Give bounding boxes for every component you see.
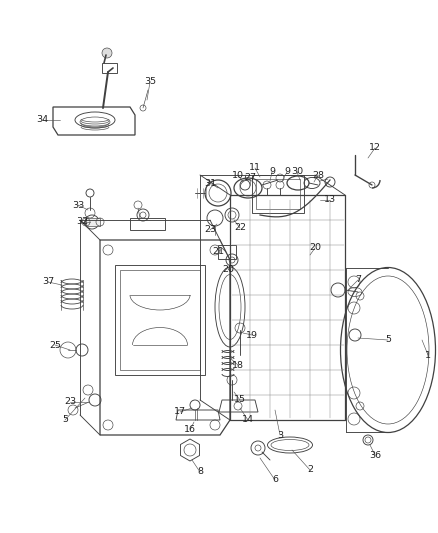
Text: 20: 20 <box>222 265 234 274</box>
Text: 8: 8 <box>197 467 203 477</box>
Text: 5: 5 <box>62 416 68 424</box>
Text: 23: 23 <box>204 225 216 235</box>
Text: 9: 9 <box>284 167 290 176</box>
Text: 10: 10 <box>232 171 244 180</box>
Text: 13: 13 <box>324 196 336 205</box>
Text: 11: 11 <box>249 164 261 173</box>
Bar <box>102 63 117 73</box>
Text: 36: 36 <box>369 450 381 459</box>
Text: 37: 37 <box>42 278 54 287</box>
Text: 25: 25 <box>49 341 61 350</box>
Text: 23: 23 <box>64 398 76 407</box>
Bar <box>252 175 304 213</box>
Bar <box>218 245 236 259</box>
Text: 30: 30 <box>291 167 303 176</box>
Circle shape <box>102 48 112 58</box>
Text: 22: 22 <box>234 223 246 232</box>
Text: 35: 35 <box>144 77 156 86</box>
Text: 20: 20 <box>309 244 321 253</box>
Text: 17: 17 <box>174 408 186 416</box>
Text: 3: 3 <box>277 431 283 440</box>
Bar <box>256 179 300 209</box>
Bar <box>115 265 205 375</box>
Text: 27: 27 <box>244 174 256 182</box>
Text: 14: 14 <box>242 416 254 424</box>
Text: 16: 16 <box>184 425 196 434</box>
Text: 31: 31 <box>204 179 216 188</box>
Text: 34: 34 <box>36 116 48 125</box>
Text: 6: 6 <box>272 475 278 484</box>
Bar <box>86 218 100 226</box>
Text: 32: 32 <box>76 217 88 227</box>
Text: 21: 21 <box>212 247 224 256</box>
Text: 33: 33 <box>72 200 84 209</box>
Text: 19: 19 <box>246 330 258 340</box>
Bar <box>120 270 200 370</box>
Text: 2: 2 <box>307 465 313 474</box>
Text: 28: 28 <box>312 171 324 180</box>
Bar <box>130 218 165 230</box>
Text: 18: 18 <box>232 360 244 369</box>
Text: 9: 9 <box>269 167 275 176</box>
Text: 7: 7 <box>355 276 361 285</box>
Text: 5: 5 <box>385 335 391 344</box>
Text: 15: 15 <box>234 395 246 405</box>
Text: 1: 1 <box>425 351 431 359</box>
Text: 12: 12 <box>369 143 381 152</box>
